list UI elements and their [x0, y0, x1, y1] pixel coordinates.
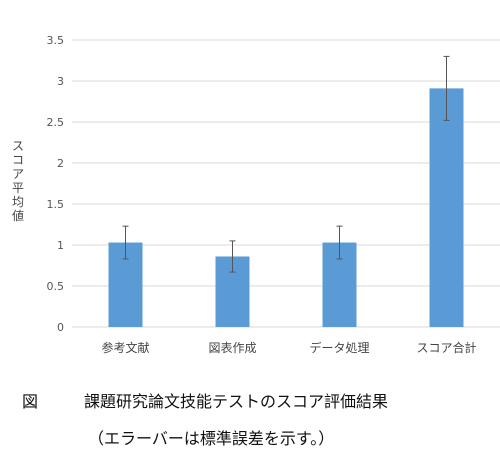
y-tick-label: 3.5 [47, 34, 65, 47]
y-axis-label: スコア平均値 [12, 139, 24, 223]
figure-note: （エラーバーは標準誤差を示す。） [88, 429, 335, 448]
y-tick-label: 3 [57, 75, 64, 88]
error-bar [122, 225, 129, 260]
x-tick-label: 図表作成 [208, 341, 256, 355]
error-bar [336, 225, 343, 260]
bar-chart: 0 0.5 1 1.5 2 2.5 3 3.5 参考文献 図表作成 データ処理 スコア合計 スコア平… [12, 34, 500, 355]
y-tick-label: 0.5 [47, 280, 65, 293]
error-bar [229, 240, 236, 273]
x-tick-label: データ処理 [309, 340, 369, 355]
bars [108, 88, 464, 327]
x-tick-label: スコア合計 [416, 340, 476, 355]
error-bar [443, 55, 450, 121]
y-tick-label: 0 [57, 321, 64, 334]
x-tick-labels: 参考文献 図表作成 データ処理 スコア合計 [101, 340, 476, 355]
figure-title: 課題研究論文技能テストのスコア評価結果 [84, 392, 389, 411]
x-tick-label: 参考文献 [101, 340, 149, 355]
figure-label: 図 [22, 392, 39, 411]
y-tick-label: 2.5 [47, 116, 65, 129]
y-tick-label: 1.5 [47, 198, 65, 211]
error-bars [122, 55, 450, 273]
gridlines [72, 39, 500, 328]
y-tick-labels: 0 0.5 1 1.5 2 2.5 3 3.5 [47, 34, 65, 334]
bar [429, 88, 464, 327]
y-tick-label: 1 [57, 239, 64, 252]
y-tick-label: 2 [57, 157, 64, 170]
